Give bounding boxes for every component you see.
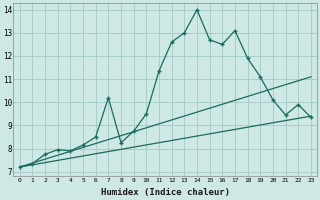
X-axis label: Humidex (Indice chaleur): Humidex (Indice chaleur) [101,188,230,197]
